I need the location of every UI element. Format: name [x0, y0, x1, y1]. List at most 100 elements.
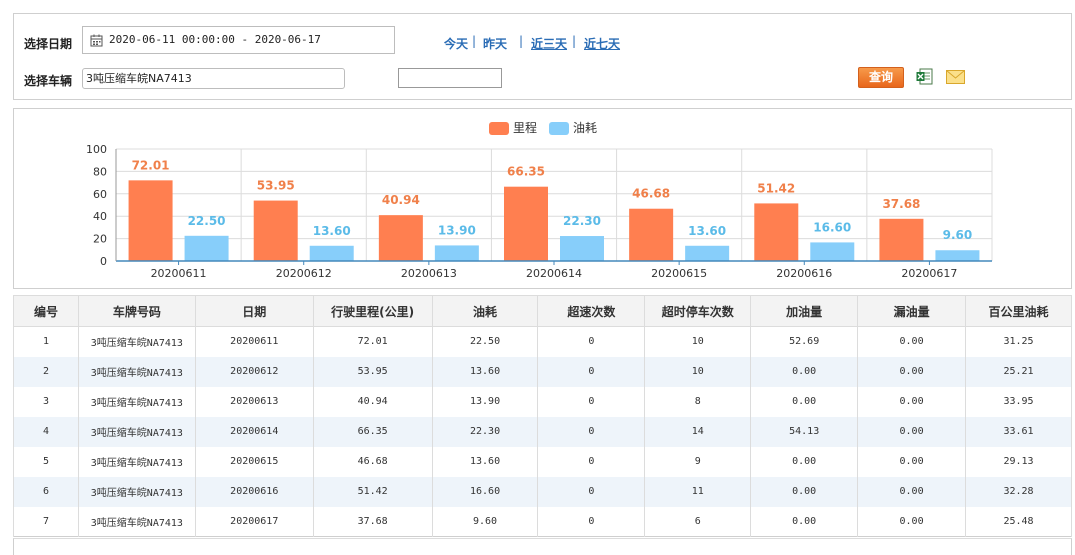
table-row: 2 3吨压缩车皖NA7413 20200612 53.95 13.60 0 10 0.00 0.…: [13, 356, 1072, 387]
x-tick-label: 20200616: [776, 267, 832, 280]
col-overtime-stop-cell: 10: [644, 356, 752, 387]
col-plate-cell: 3吨压缩车皖NA7413: [77, 476, 196, 507]
col-id-cell: 3: [13, 386, 79, 417]
y-tick-label: 0: [100, 255, 107, 268]
vehicle-select-input[interactable]: 3吨压缩车皖NA7413: [82, 68, 345, 89]
col-overtime-stop-cell: 14: [644, 416, 752, 447]
bar-fuel: [810, 242, 855, 261]
col-leak-cell: 0.00: [857, 386, 967, 417]
table-row: 1 3吨压缩车皖NA7413 20200611 72.01 22.50 0 10 52.69 0…: [13, 326, 1072, 357]
data-label-fuel: 22.50: [188, 214, 226, 228]
quick-separator: |: [519, 34, 524, 48]
col-id-cell: 4: [13, 416, 79, 447]
query-button[interactable]: 查询: [858, 67, 904, 88]
col-refuel-cell: 0.00: [750, 506, 859, 537]
col-refuel-cell: 0.00: [750, 386, 859, 417]
bar-fuel: [685, 245, 730, 261]
col-fuel-cell: 22.30: [431, 416, 539, 447]
col-fuel-cell: 13.60: [431, 356, 539, 387]
col-date-cell: 20200615: [194, 446, 314, 477]
data-label-fuel: 13.90: [438, 223, 476, 237]
legend-label-mileage: 里程: [513, 120, 537, 135]
mail-icon[interactable]: [946, 70, 965, 84]
table-header-row: 编号 车牌号码 日期 行驶里程(公里) 油耗 超速次数 超时停车次数 加油量 漏油量 百公里油耗: [13, 295, 1072, 327]
col-id-header: 编号: [13, 295, 79, 327]
calendar-icon: [90, 34, 103, 47]
legend-label-fuel: 油耗: [573, 121, 597, 135]
col-plate-cell: 3吨压缩车皖NA7413: [77, 446, 196, 477]
col-leak-cell: 0.00: [857, 326, 967, 357]
col-overtime-stop-cell: 9: [644, 446, 752, 477]
col-fuel-cell: 13.60: [431, 446, 539, 477]
col-leak-cell: 0.00: [857, 506, 967, 537]
quick-yesterday-link[interactable]: 昨天: [483, 37, 508, 51]
col-fuel-per-100km-cell: 31.25: [965, 326, 1072, 357]
table-row: 5 3吨压缩车皖NA7413 20200615 46.68 13.60 0 9 0.00 0.0…: [13, 446, 1072, 477]
col-overtime-stop-cell: 8: [644, 386, 752, 417]
table-row: 6 3吨压缩车皖NA7413 20200616 51.42 16.60 0 11 0.00 0.…: [13, 476, 1072, 507]
data-label-mileage: 72.01: [132, 158, 170, 172]
bar-fuel: [184, 235, 229, 261]
quick-separator: |: [572, 34, 577, 48]
col-id-cell: 7: [13, 506, 79, 537]
x-tick-label: 20200611: [151, 267, 207, 280]
quick-three-days-link[interactable]: 近三天: [531, 37, 568, 51]
col-plate-cell: 3吨压缩车皖NA7413: [77, 356, 196, 387]
bar-fuel: [434, 245, 479, 261]
mileage-fuel-bar-chart: 里程 油耗 72.01 22.50 53.95 13.60 40.94 13.90 66.3…: [86, 120, 993, 280]
quick-seven-days-link[interactable]: 近七天: [584, 37, 621, 51]
col-date-cell: 20200613: [194, 386, 314, 417]
col-mileage-cell: 40.94: [312, 386, 433, 417]
data-label-mileage: 66.35: [507, 165, 545, 179]
col-fuel-cell: 9.60: [431, 506, 539, 537]
col-refuel-cell: 0.00: [750, 446, 859, 477]
col-mileage-cell: 53.95: [312, 356, 433, 387]
col-id-cell: 1: [13, 326, 79, 357]
col-refuel-cell: 0.00: [750, 356, 859, 387]
col-overtime-stop-cell: 11: [644, 476, 752, 507]
table-row: 7 3吨压缩车皖NA7413 20200617 37.68 9.60 0 6 0.00 0.00…: [13, 506, 1072, 537]
col-mileage-cell: 72.01: [312, 326, 433, 357]
x-tick-label: 20200614: [526, 267, 582, 280]
col-overspeed-cell: 0: [537, 356, 646, 387]
col-overtime-stop-cell: 10: [644, 326, 752, 357]
col-plate-cell: 3吨压缩车皖NA7413: [77, 506, 196, 537]
col-id-cell: 6: [13, 476, 79, 507]
excel-export-icon[interactable]: [916, 68, 933, 85]
col-refuel-cell: 52.69: [750, 326, 859, 357]
filter-panel: 选择日期 2020-06-11 00:00:00 - 2020-06-17 今天…: [13, 13, 1072, 100]
x-tick-label: 20200612: [276, 267, 332, 280]
data-label-fuel: 13.60: [313, 224, 351, 238]
col-overspeed-cell: 0: [537, 476, 646, 507]
vehicle-label: 选择车辆: [24, 74, 73, 88]
quick-today-link[interactable]: 今天: [444, 37, 469, 51]
col-refuel-cell: 0.00: [750, 476, 859, 507]
col-leak-cell: 0.00: [857, 416, 967, 447]
col-mileage-cell: 46.68: [312, 446, 433, 477]
date-range-input[interactable]: 2020-06-11 00:00:00 - 2020-06-17: [82, 26, 395, 54]
col-fuel-per-100km-cell: 33.61: [965, 416, 1072, 447]
col-refuel-cell: 54.13: [750, 416, 859, 447]
col-fuel-per-100km-cell: 32.28: [965, 476, 1072, 507]
y-tick-label: 20: [93, 233, 107, 246]
extra-text-input[interactable]: [398, 68, 502, 88]
table-row: 3 3吨压缩车皖NA7413 20200613 40.94 13.90 0 8 0.00 0.0…: [13, 386, 1072, 417]
col-date-cell: 20200616: [194, 476, 314, 507]
data-label-mileage: 51.42: [757, 181, 795, 195]
col-fuel-per-100km-header: 百公里油耗: [965, 295, 1072, 327]
col-fuel-cell: 13.90: [431, 386, 539, 417]
x-tick-label: 20200615: [651, 267, 707, 280]
col-fuel-per-100km-cell: 29.13: [965, 446, 1072, 477]
col-fuel-cell: 22.50: [431, 326, 539, 357]
y-tick-label: 100: [86, 143, 107, 156]
bar-fuel: [935, 250, 980, 261]
bar-mileage: [754, 203, 799, 261]
col-date-cell: 20200617: [194, 506, 314, 537]
col-date-cell: 20200611: [194, 326, 314, 357]
col-overspeed-cell: 0: [537, 416, 646, 447]
col-overtime-stop-header: 超时停车次数: [644, 295, 752, 327]
bar-mileage: [378, 215, 423, 261]
col-fuel-per-100km-cell: 25.48: [965, 506, 1072, 537]
bar-mileage: [253, 200, 298, 261]
col-leak-cell: 0.00: [857, 446, 967, 477]
